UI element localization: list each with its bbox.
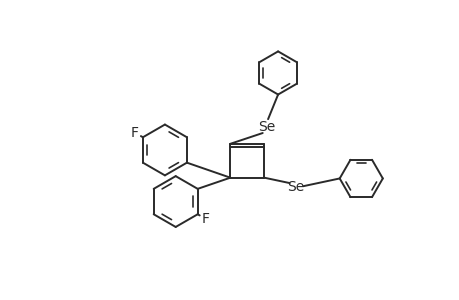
Text: F: F xyxy=(131,126,139,140)
Text: Se: Se xyxy=(286,180,304,194)
Text: Se: Se xyxy=(257,120,274,134)
Text: F: F xyxy=(201,212,209,226)
